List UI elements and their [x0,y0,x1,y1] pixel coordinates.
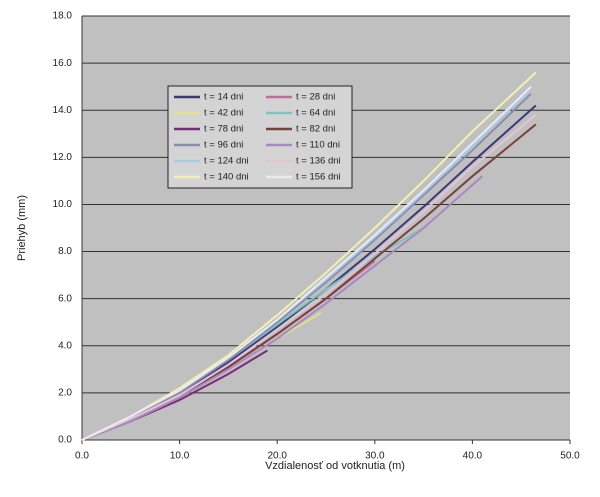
legend-label: t = 64 dni [296,108,335,119]
y-tick-label: 12.0 [53,152,73,163]
legend-label: t = 140 dni [204,172,249,183]
y-axis-label: Priehyb (mm) [16,195,28,261]
y-tick-label: 4.0 [58,340,72,351]
legend-label: t = 110 dni [296,140,340,151]
legend-label: t = 156 dni [296,172,341,183]
y-tick-label: 8.0 [58,246,72,257]
series-line [81,175,483,441]
x-tick-label: 20.0 [267,451,287,462]
y-tick-label: 16.0 [53,58,73,69]
series-line [81,114,537,441]
x-tick-label: 40.0 [463,451,483,462]
x-axis-label: Vzdialenosť od votknutia (m) [265,460,405,472]
x-tick-label: 0.0 [75,451,89,462]
x-tick-label: 50.0 [560,451,580,462]
legend-label: t = 136 dni [296,156,341,167]
y-tick-label: 10.0 [53,199,73,210]
x-tick-label: 10.0 [170,451,190,462]
y-tick-label: 18.0 [53,11,73,22]
legend-label: t = 124 dni [204,156,249,167]
series-line [81,71,537,441]
legend-label: t = 42 dni [204,108,243,119]
y-tick-label: 2.0 [58,388,72,399]
x-tick-label: 30.0 [365,451,385,462]
plot-area [82,16,570,440]
legend-label: t = 78 dni [204,124,243,135]
legend-label: t = 82 dni [296,124,335,135]
series-line [81,85,532,441]
y-tick-label: 14.0 [53,105,73,116]
y-tick-label: 6.0 [58,293,72,304]
legend-box [167,85,353,189]
series-line [81,92,532,441]
legend-label: t = 14 dni [204,92,243,103]
y-tick-label: 0.0 [58,435,72,446]
legend-label: t = 96 dni [204,140,243,151]
legend-label: t = 28 dni [296,92,335,103]
